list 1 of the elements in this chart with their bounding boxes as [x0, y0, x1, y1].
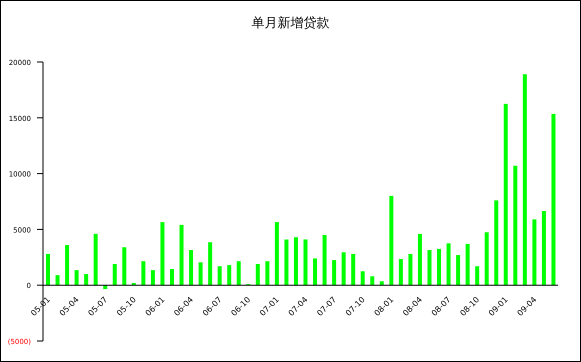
- chart-title: 单月新增贷款: [250, 15, 330, 32]
